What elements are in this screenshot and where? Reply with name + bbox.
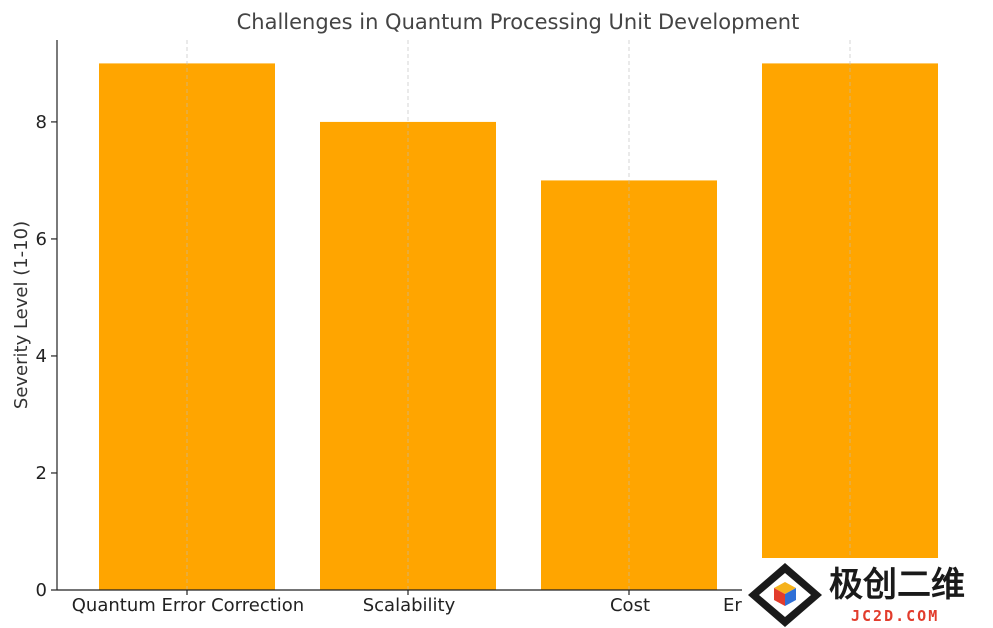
y-tick-label: 8 — [36, 112, 47, 133]
x-tick-label: Cost — [610, 595, 650, 616]
watermark-text-en: JC2D.COM — [851, 607, 939, 625]
y-tick-label: 4 — [36, 346, 47, 367]
x-tick-label: Er — [723, 595, 742, 616]
y-tick-label: 6 — [36, 229, 47, 250]
watermark: 极创二维 JC2D.COM — [742, 558, 993, 628]
x-ticks: Quantum Error Correction Scalability Cost E… — [72, 590, 851, 616]
y-ticks: 0 2 4 6 8 — [36, 112, 57, 601]
chart-title: Challenges in Quantum Processing Unit De… — [237, 10, 800, 34]
watermark-logo-icon — [748, 563, 822, 627]
x-tick-label: Quantum Error Correction — [72, 595, 304, 616]
bars — [99, 63, 938, 591]
y-tick-label: 0 — [36, 580, 47, 601]
y-tick-label: 2 — [36, 463, 47, 484]
y-axis-label: Severity Level (1-10) — [11, 221, 32, 409]
x-tick-label: Scalability — [363, 595, 456, 616]
watermark-text-cn: 极创二维 — [829, 565, 965, 605]
